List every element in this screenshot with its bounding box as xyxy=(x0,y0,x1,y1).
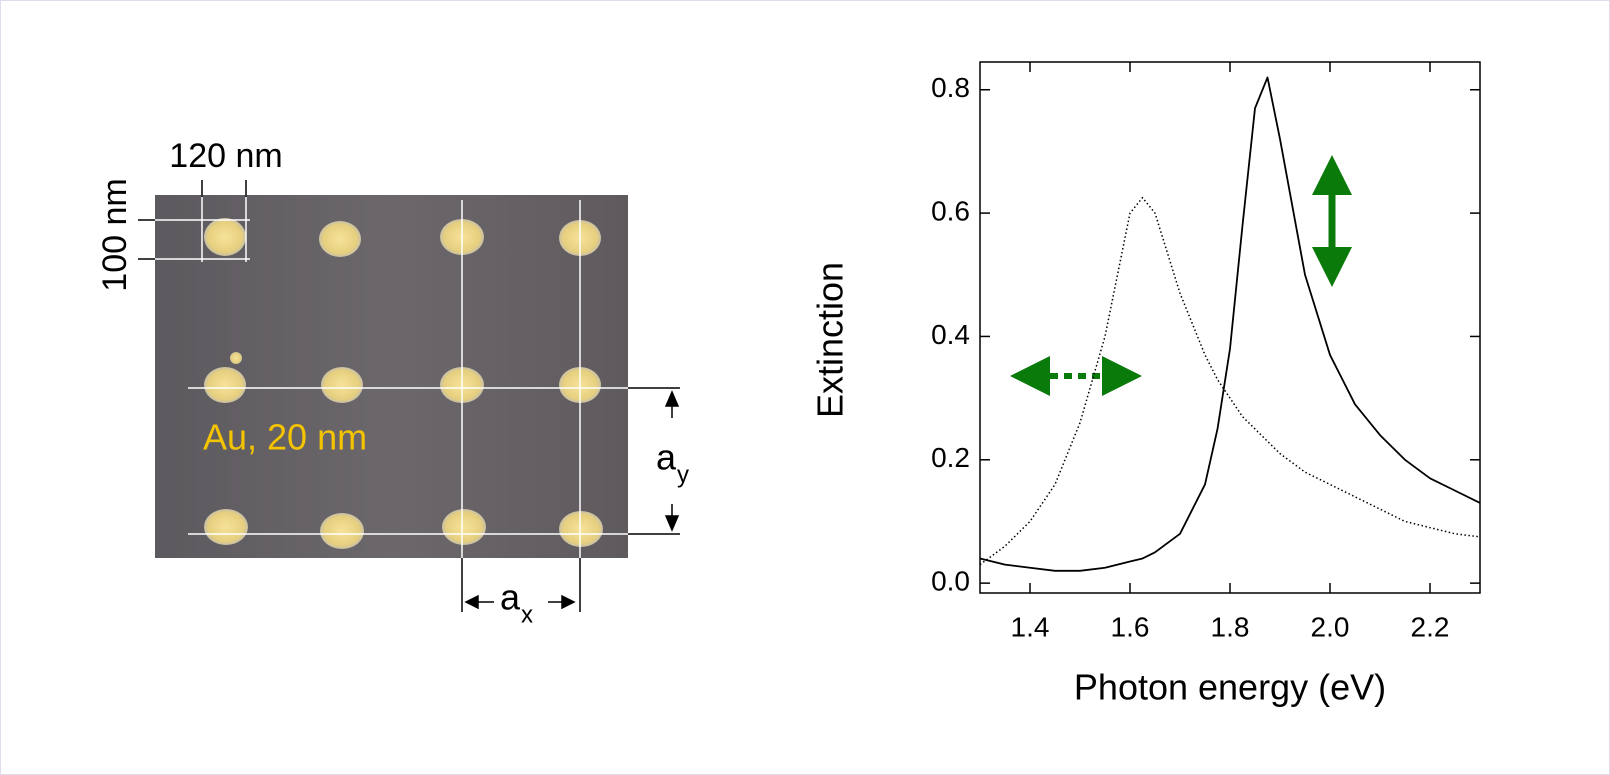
sem-panel: 120 nm 100 nm Au, 20 nm a x a y xyxy=(96,137,689,628)
x-tick-label: 1.4 xyxy=(1011,611,1050,642)
y-tick-label: 0.4 xyxy=(931,319,970,350)
y-tick-label: 0.8 xyxy=(931,72,970,103)
y-tick-label: 0.2 xyxy=(931,442,970,473)
figure: 120 nm 100 nm Au, 20 nm a x a y Photon e… xyxy=(0,0,1610,775)
x-axis-label: Photon energy (eV) xyxy=(1074,667,1386,708)
ax-label: a xyxy=(500,577,521,618)
y-axis-label: Extinction xyxy=(810,262,851,418)
y-tick-label: 0.6 xyxy=(931,195,970,226)
x-tick-label: 1.6 xyxy=(1111,611,1150,642)
height-label: 100 nm xyxy=(96,178,134,291)
x-tick-label: 2.2 xyxy=(1411,611,1450,642)
ay-subscript: y xyxy=(677,461,689,488)
y-tick-label: 0.0 xyxy=(931,566,970,597)
x-tick-label: 2.0 xyxy=(1311,611,1350,642)
ax-subscript: x xyxy=(521,601,533,628)
x-tick-label: 1.8 xyxy=(1211,611,1250,642)
width-label: 120 nm xyxy=(169,137,282,175)
material-label: Au, 20 nm xyxy=(203,417,367,458)
ay-label: a xyxy=(656,437,677,478)
